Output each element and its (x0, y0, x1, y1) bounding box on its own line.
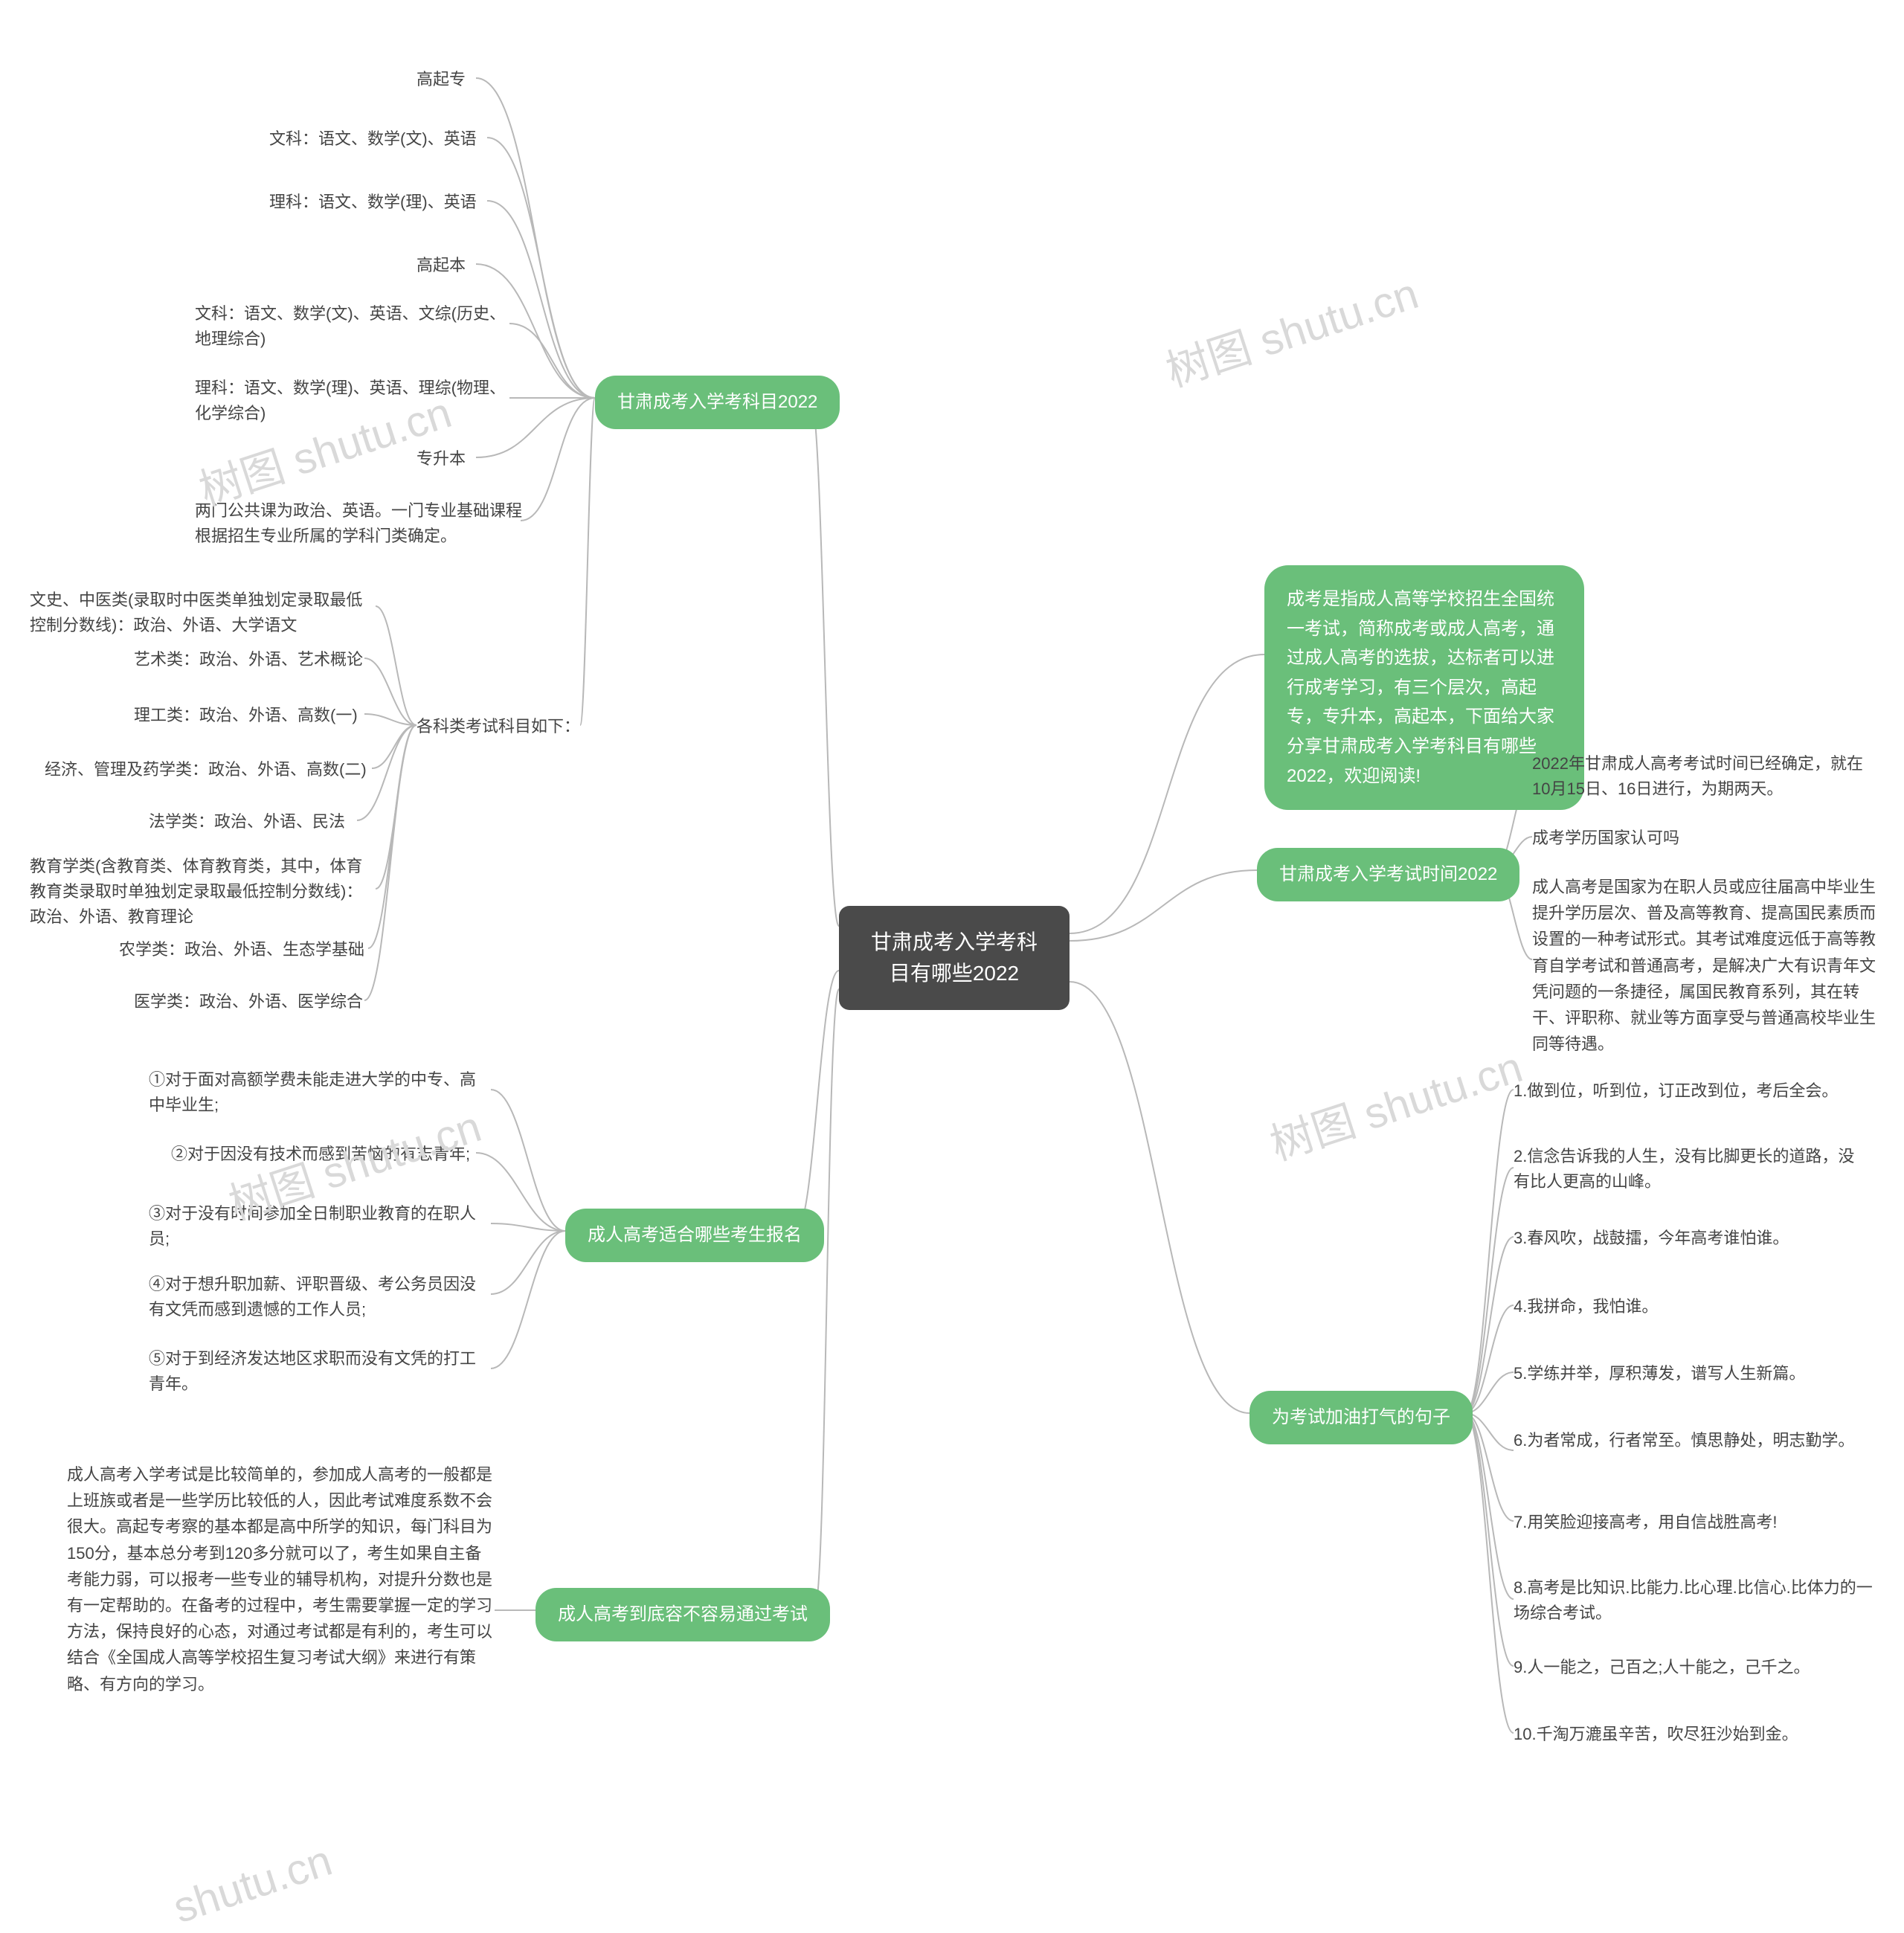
branch-easy-label: 成人高考到底容不容易通过考试 (558, 1604, 808, 1624)
ch-10: 10.千淘万漉虽辛苦，吹尽狂沙始到金。 (1514, 1722, 1798, 1747)
center-node: 甘肃成考入学考科目有哪些2022 (839, 906, 1070, 1010)
ws-3: ③对于没有时间参加全日制职业教育的在职人员; (149, 1201, 491, 1252)
sub-3: 理工类：政治、外语、高数(一) (134, 703, 358, 728)
branch-cheer-label: 为考试加油打气的句子 (1272, 1407, 1450, 1427)
ch-8: 8.高考是比知识.比能力.比心理.比信心.比体力的一场综合考试。 (1514, 1575, 1878, 1626)
ws-5: ⑤对于到经济发达地区求职而没有文凭的打工青年。 (149, 1346, 491, 1397)
ch-4: 4.我拼命，我怕谁。 (1514, 1294, 1658, 1319)
leaf-gqb: 高起本 (416, 253, 466, 278)
branch-whosuits: 成人高考适合哪些考生报名 (565, 1209, 824, 1262)
sub-2: 艺术类：政治、外语、艺术概论 (134, 647, 363, 672)
sub-7: 农学类：政治、外语、生态学基础 (119, 937, 364, 962)
ws-4: ④对于想升职加薪、评职晋级、考公务员因没有文凭而感到遗憾的工作人员; (149, 1272, 491, 1322)
et-2: 成考学历国家认可吗 (1532, 826, 1679, 851)
sub-1: 文史、中医类(录取时中医类单独划定录取最低控制分数线)：政治、外语、大学语文 (30, 588, 372, 638)
center-text: 甘肃成考入学考科目有哪些2022 (871, 930, 1038, 985)
leaf-zsb: 专升本 (416, 446, 466, 472)
leaf-lk2: 理科：语文、数学(理)、英语、理综(物理、化学综合) (195, 376, 507, 426)
leaf-wk1: 文科：语文、数学(文)、英语 (269, 126, 477, 152)
leaf-public: 两门公共课为政治、英语。一门专业基础课程根据招生专业所属的学科门类确定。 (195, 498, 522, 549)
ws-2: ②对于因没有技术而感到苦恼的有志青年; (171, 1142, 470, 1167)
ch-5: 5.学练并举，厚积薄发，谱写人生新篇。 (1514, 1361, 1805, 1386)
branch-whosuits-label: 成人高考适合哪些考生报名 (588, 1225, 802, 1245)
branch-examtime-label: 甘肃成考入学考试时间2022 (1279, 864, 1497, 884)
sub-6: 教育学类(含教育类、体育教育类，其中，体育教育类录取时单独划定录取最低控制分数线… (30, 854, 372, 930)
leaf-gqz: 高起专 (416, 67, 466, 92)
branch-cheer: 为考试加油打气的句子 (1250, 1391, 1473, 1444)
sub-4: 经济、管理及药学类：政治、外语、高数(二) (45, 757, 367, 782)
easy-text: 成人高考入学考试是比较简单的，参加成人高考的一般都是上班族或者是一些学历比较低的… (67, 1461, 495, 1697)
sub-5: 法学类：政治、外语、民法 (149, 809, 345, 834)
branch-subjects: 甘肃成考入学考科目2022 (595, 376, 840, 429)
et-3: 成人高考是国家为在职人员或应往届高中毕业生提升学历层次、普及高等教育、提高国民素… (1532, 874, 1882, 1057)
ws-1: ①对于面对高额学费未能走进大学的中专、高中毕业生; (149, 1067, 491, 1118)
ch-3: 3.春风吹，战鼓擂，今年高考谁怕谁。 (1514, 1226, 1789, 1251)
subgroup-label: 各科类考试科目如下： (416, 714, 580, 739)
branch-easy: 成人高考到底容不容易通过考试 (536, 1588, 830, 1641)
ch-2: 2.信念告诉我的人生，没有比脚更长的道路，没有比人更高的山峰。 (1514, 1144, 1871, 1194)
leaf-wk2: 文科：语文、数学(文)、英语、文综(历史、地理综合) (195, 301, 507, 352)
branch-examtime: 甘肃成考入学考试时间2022 (1257, 848, 1519, 901)
leaf-lk1: 理科：语文、数学(理)、英语 (269, 190, 477, 215)
ch-9: 9.人一能之，己百之;人十能之，己千之。 (1514, 1655, 1810, 1680)
et-1: 2022年甘肃成人高考考试时间已经确定，就在10月15日、16日进行，为期两天。 (1532, 751, 1874, 802)
sub-8: 医学类：政治、外语、医学综合 (134, 989, 363, 1014)
ch-7: 7.用笑脸迎接高考，用自信战胜高考! (1514, 1510, 1777, 1535)
intro-text: 成考是指成人高等学校招生全国统一考试，简称成考或成人高考，通过成人高考的选拔，达… (1287, 589, 1554, 786)
ch-1: 1.做到位，听到位，订正改到位，考后全会。 (1514, 1078, 1838, 1104)
ch-6: 6.为者常成，行者常至。慎思静处，明志勤学。 (1514, 1428, 1854, 1453)
branch-subjects-label: 甘肃成考入学考科目2022 (617, 392, 817, 412)
